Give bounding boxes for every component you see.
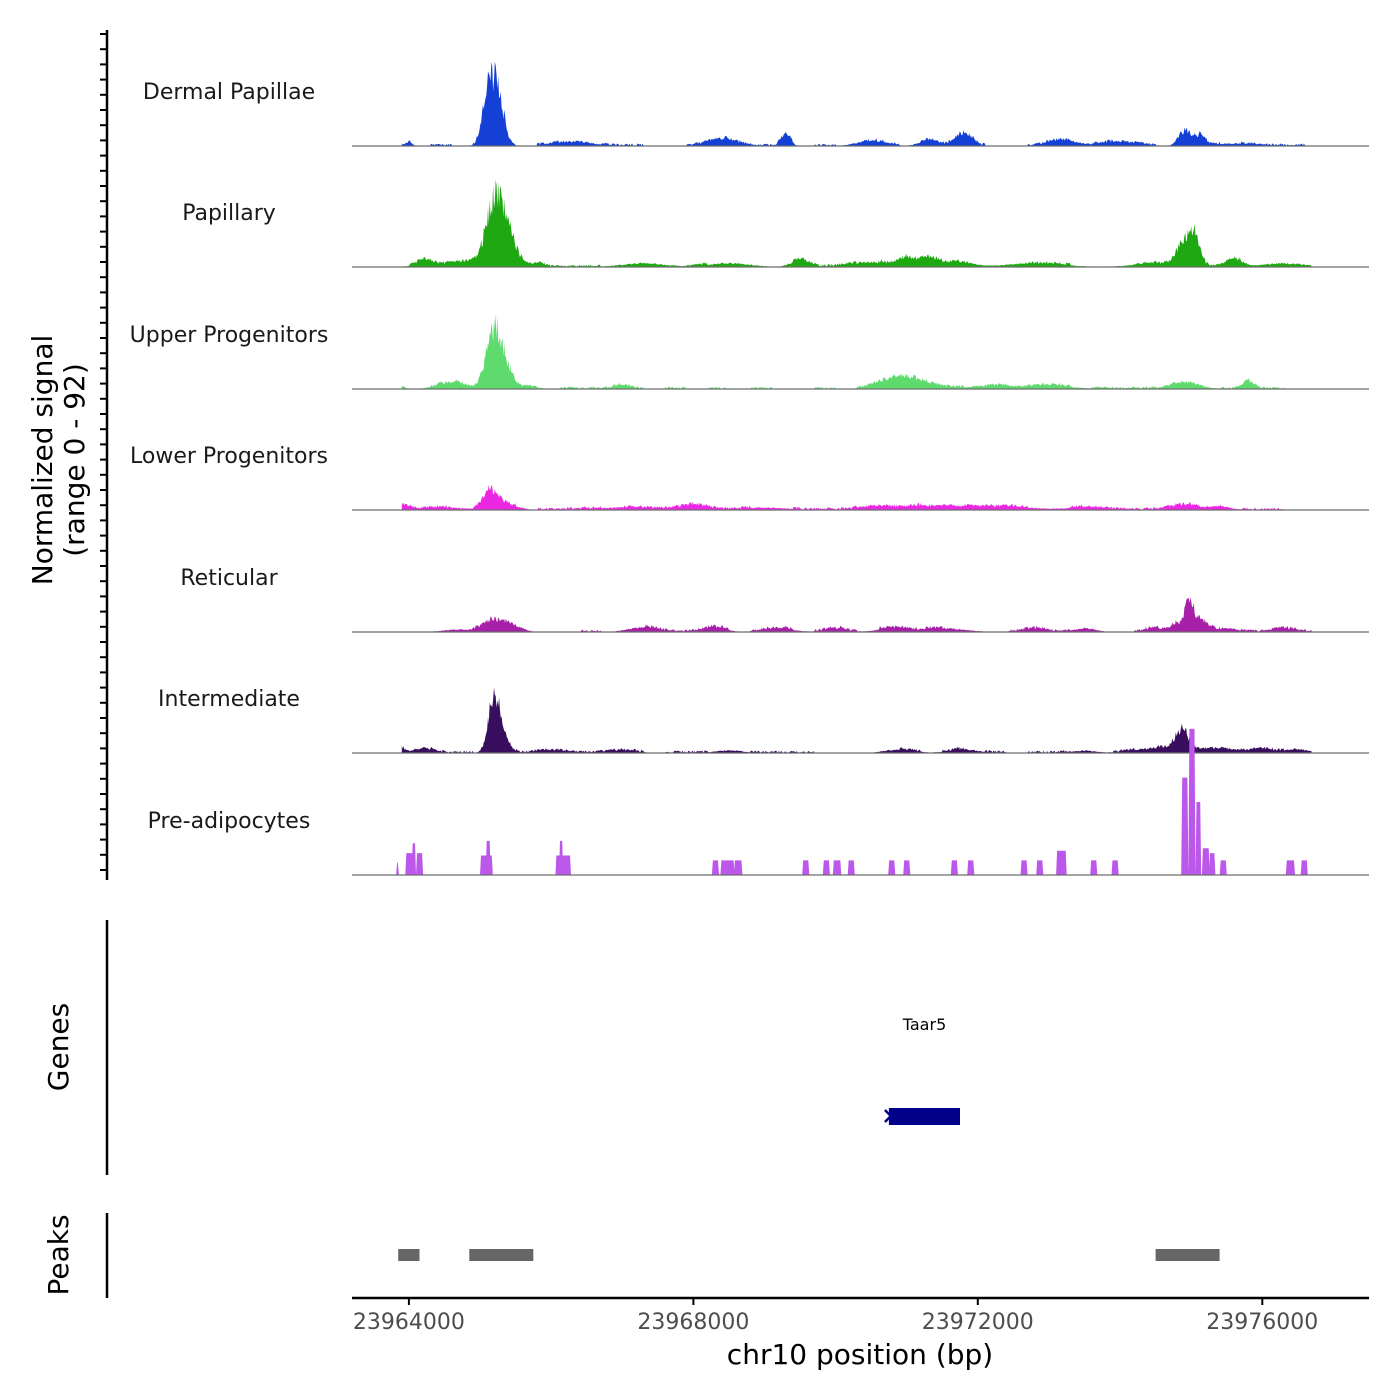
genes-track: Taar5	[884, 1015, 960, 1125]
track-reticular: Reticular	[180, 566, 1369, 633]
track-label: Intermediate	[158, 687, 300, 712]
x-tick-label: 23968000	[637, 1310, 749, 1335]
signal-area	[401, 61, 1312, 147]
signal-y-ticks	[100, 33, 107, 871]
peaks-track-title: Peaks	[42, 1214, 75, 1295]
signal-area	[401, 687, 1312, 753]
track-lower-progenitors: Lower Progenitors	[130, 444, 1369, 511]
track-label: Pre-adipocytes	[148, 809, 311, 834]
gene-label: Taar5	[902, 1015, 947, 1034]
signal-area	[401, 484, 1312, 510]
track-label: Lower Progenitors	[130, 444, 328, 469]
x-tick-label: 23972000	[922, 1310, 1034, 1335]
peak-region	[469, 1249, 534, 1261]
track-label: Upper Progenitors	[130, 323, 329, 348]
x-axis-ticks: 23964000 23968000 23972000 23976000	[353, 1298, 1318, 1335]
signal-area	[401, 313, 1291, 389]
track-label: Dermal Papillae	[143, 80, 315, 105]
peak-region	[1155, 1249, 1220, 1261]
peak-region	[398, 1249, 420, 1261]
peaks-track	[398, 1249, 1220, 1261]
y-axis-title-range: (range 0 - 92)	[58, 363, 91, 557]
track-pre-adipocytes: Pre-adipocytes	[148, 728, 1369, 876]
track-intermediate: Intermediate	[158, 687, 1369, 754]
signal-area	[396, 728, 1308, 875]
track-label: Reticular	[180, 566, 278, 591]
x-axis-title: chr10 position (bp)	[727, 1338, 993, 1371]
gene-exon	[888, 1108, 960, 1125]
track-papillary: Papillary	[182, 179, 1369, 268]
gene-strand-arrow	[884, 1109, 893, 1123]
track-upper-progenitors: Upper Progenitors	[130, 313, 1369, 390]
x-tick-label: 23976000	[1206, 1310, 1318, 1335]
genes-track-title: Genes	[42, 1003, 75, 1091]
signal-area	[401, 179, 1312, 267]
track-label: Papillary	[182, 201, 276, 226]
y-axis-title: Normalized signal	[26, 335, 59, 586]
signal-tracks: Dermal Papillae Papillary Upper Progenitor…	[130, 61, 1369, 876]
track-dermal-papillae: Dermal Papillae	[143, 61, 1369, 147]
x-tick-label: 23964000	[353, 1310, 465, 1335]
signal-area	[401, 597, 1312, 632]
